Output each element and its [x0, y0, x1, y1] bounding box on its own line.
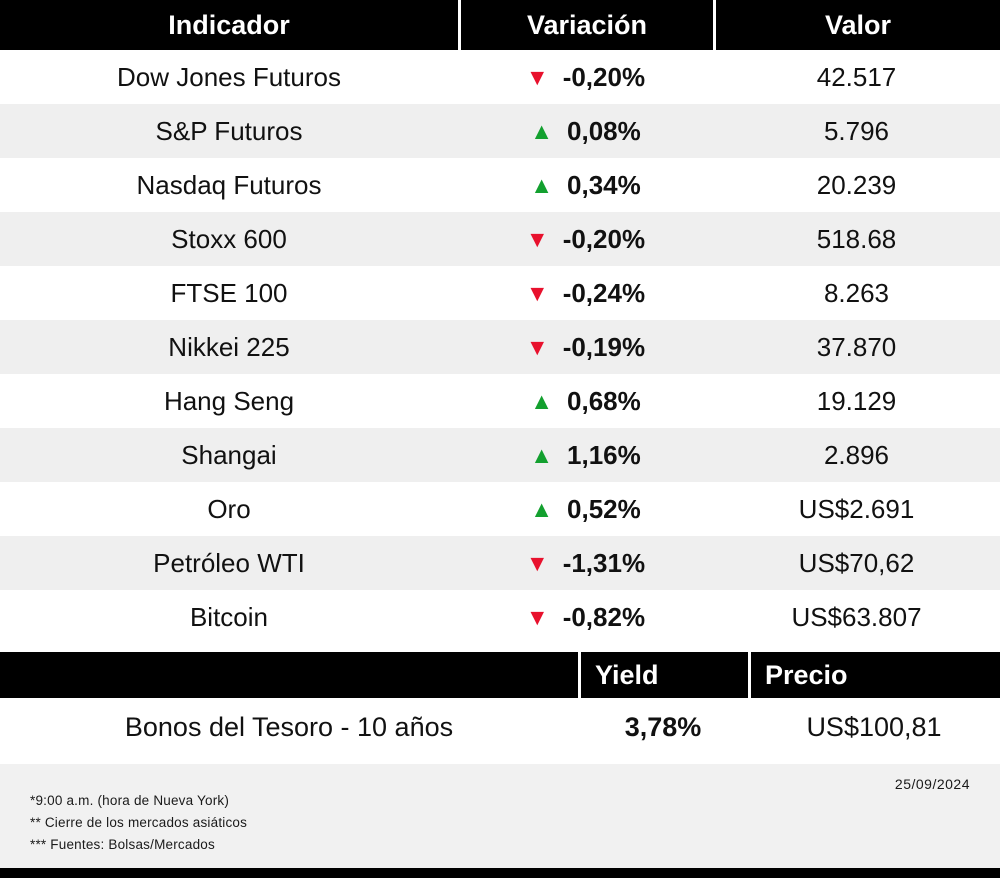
- value-cell: 518.68: [816, 223, 897, 254]
- variation-value: 0,08%: [567, 115, 641, 146]
- table-row: FTSE 100 -0,24% 8.263: [0, 266, 1000, 320]
- bonds-header-spacer: [0, 652, 578, 698]
- variation-value: -0,24%: [562, 277, 646, 308]
- bottom-bar: [0, 868, 1000, 878]
- table-header-row: Indicador Variación Valor: [0, 0, 1000, 50]
- footnotes: 25/09/2024 *9:00 a.m. (hora de Nueva Yor…: [0, 764, 1000, 868]
- bonds-row: Bonos del Tesoro - 10 años 3,78% US$100,…: [0, 698, 1000, 756]
- variation-cell: -0,24%: [458, 266, 713, 320]
- bond-yield-value: 3,78%: [624, 711, 702, 742]
- trend-arrow-icon: [526, 66, 549, 89]
- variation-value: -1,31%: [562, 547, 646, 578]
- trend-arrow-icon: [530, 444, 553, 467]
- trend-arrow-icon: [526, 336, 549, 359]
- section-gap: [0, 756, 1000, 764]
- variation-cell: -0,19%: [458, 320, 713, 374]
- variation-value: -0,82%: [562, 601, 646, 632]
- trend-arrow-icon: [530, 498, 553, 521]
- variation-cell: 0,08%: [458, 104, 713, 158]
- table-body: Dow Jones Futuros -0,20% 42.517 S&P Futu…: [0, 50, 1000, 644]
- header-valor: Valor: [713, 0, 1000, 50]
- value-cell: 19.129: [816, 385, 897, 416]
- indicator-name: Dow Jones Futuros: [117, 61, 341, 92]
- table-row: Nikkei 225 -0,19% 37.870: [0, 320, 1000, 374]
- table-row: Shangai 1,16% 2.896: [0, 428, 1000, 482]
- variation-cell: -0,82%: [458, 590, 713, 644]
- indicator-name: Nasdaq Futuros: [136, 169, 322, 200]
- trend-arrow-icon: [530, 390, 553, 413]
- variation-cell: -0,20%: [458, 50, 713, 104]
- trend-arrow-icon: [526, 282, 549, 305]
- header-precio: Precio: [748, 652, 1000, 698]
- footnote-line: *** Fuentes: Bolsas/Mercados: [30, 837, 215, 852]
- indicator-name: Bitcoin: [189, 601, 269, 632]
- indicator-name: S&P Futuros: [155, 115, 303, 146]
- indicator-name: Oro: [207, 493, 251, 524]
- table-row: Bitcoin -0,82% US$63.807: [0, 590, 1000, 644]
- trend-arrow-icon: [526, 228, 549, 251]
- value-cell: 37.870: [816, 331, 897, 362]
- table-row: S&P Futuros 0,08% 5.796: [0, 104, 1000, 158]
- value-cell: 5.796: [823, 115, 890, 146]
- variation-value: 0,34%: [567, 169, 641, 200]
- indicator-name: Shangai: [181, 439, 277, 470]
- trend-arrow-icon: [530, 120, 553, 143]
- value-cell: 20.239: [816, 169, 897, 200]
- trend-arrow-icon: [526, 606, 549, 629]
- table-row: Stoxx 600 -0,20% 518.68: [0, 212, 1000, 266]
- section-gap: [0, 644, 1000, 652]
- indicator-name: Nikkei 225: [168, 331, 290, 362]
- indicator-name: FTSE 100: [170, 277, 288, 308]
- table-row: Nasdaq Futuros 0,34% 20.239: [0, 158, 1000, 212]
- trend-arrow-icon: [526, 552, 549, 575]
- variation-value: 0,68%: [567, 385, 641, 416]
- variation-value: -0,19%: [562, 331, 646, 362]
- value-cell: 42.517: [816, 61, 897, 92]
- variation-cell: 0,68%: [458, 374, 713, 428]
- value-cell: 2.896: [823, 439, 890, 470]
- variation-cell: -0,20%: [458, 212, 713, 266]
- indicator-name: Hang Seng: [163, 385, 295, 416]
- variation-value: 1,16%: [567, 439, 641, 470]
- bond-price-value: US$100,81: [806, 711, 942, 742]
- variation-value: -0,20%: [562, 223, 646, 254]
- footnote-line: ** Cierre de los mercados asiáticos: [30, 815, 248, 830]
- header-yield: Yield: [578, 652, 748, 698]
- date-label: 25/09/2024: [894, 776, 970, 792]
- trend-arrow-icon: [530, 174, 553, 197]
- value-cell: US$2.691: [798, 493, 915, 524]
- variation-cell: 0,34%: [458, 158, 713, 212]
- table-row: Petróleo WTI -1,31% US$70,62: [0, 536, 1000, 590]
- indicator-name: Petróleo WTI: [153, 547, 305, 578]
- value-cell: US$70,62: [798, 547, 915, 578]
- variation-cell: 0,52%: [458, 482, 713, 536]
- variation-cell: -1,31%: [458, 536, 713, 590]
- footnote-line: *9:00 a.m. (hora de Nueva York): [30, 793, 230, 808]
- variation-cell: 1,16%: [458, 428, 713, 482]
- value-cell: 8.263: [823, 277, 890, 308]
- bonds-header-row: Yield Precio: [0, 652, 1000, 698]
- variation-value: -0,20%: [562, 61, 646, 92]
- bond-indicator-name: Bonos del Tesoro - 10 años: [124, 711, 454, 742]
- variation-value: 0,52%: [567, 493, 641, 524]
- header-indicador: Indicador: [168, 9, 290, 40]
- table-row: Oro 0,52% US$2.691: [0, 482, 1000, 536]
- indicator-name: Stoxx 600: [171, 223, 287, 254]
- value-cell: US$63.807: [791, 601, 922, 632]
- header-variacion: Variación: [458, 0, 713, 50]
- table-row: Dow Jones Futuros -0,20% 42.517: [0, 50, 1000, 104]
- table-row: Hang Seng 0,68% 19.129: [0, 374, 1000, 428]
